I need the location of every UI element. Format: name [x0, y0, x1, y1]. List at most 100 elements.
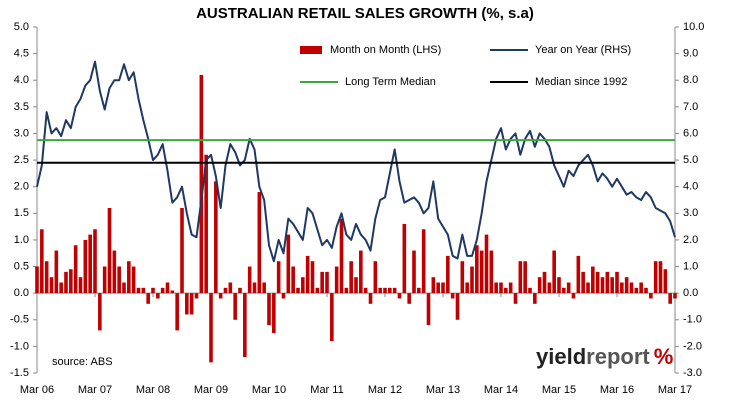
bar — [615, 271, 619, 294]
bar — [349, 261, 353, 294]
y2-tick-label: 8.0 — [683, 74, 698, 86]
legend-label: Long Term Median — [345, 76, 436, 88]
bar — [78, 277, 83, 294]
bar — [470, 266, 474, 294]
bar — [547, 282, 552, 294]
bar — [595, 271, 600, 294]
bar — [649, 293, 653, 299]
y-tick-label: 2.5 — [14, 154, 29, 166]
bar — [98, 293, 102, 331]
bar — [465, 282, 469, 294]
bar — [189, 293, 194, 315]
bar — [209, 293, 213, 363]
bar — [165, 282, 170, 294]
bar — [363, 287, 368, 294]
x-tick-label: Mar 10 — [252, 384, 286, 396]
bar — [537, 277, 542, 294]
bar — [122, 282, 126, 294]
y2-tick-label: -3.0 — [683, 367, 702, 379]
y-tick-label: -0.5 — [10, 314, 29, 326]
chart-title: AUSTRALIAN RETAIL SALES GROWTH (%, s.a) — [196, 5, 534, 22]
bar — [441, 282, 445, 294]
logo-part: report — [586, 344, 650, 369]
x-tick-label: Mar 12 — [368, 384, 402, 396]
bar — [402, 223, 407, 294]
bar — [310, 261, 315, 294]
bar — [170, 290, 175, 294]
y2-tick-label: 10.0 — [683, 21, 704, 33]
bar — [194, 293, 199, 299]
bar — [40, 229, 44, 294]
bar — [494, 282, 498, 294]
bar — [107, 207, 112, 294]
bar — [663, 269, 668, 294]
bar — [450, 293, 455, 299]
y2-tick-label: 0.0 — [683, 287, 698, 299]
bar — [281, 293, 286, 299]
x-tick-label: Mar 06 — [20, 384, 54, 396]
bar — [185, 293, 189, 315]
y2-tick-label: 9.0 — [683, 48, 698, 60]
bar — [228, 282, 233, 294]
bar — [180, 207, 184, 294]
bar — [233, 293, 237, 320]
bar — [412, 250, 416, 294]
y-tick-label: 2.0 — [14, 181, 29, 193]
x-tick-label: Mar 09 — [194, 384, 228, 396]
bar — [499, 282, 503, 294]
bar — [605, 271, 610, 294]
bar — [431, 277, 436, 294]
bar — [276, 261, 281, 294]
bar — [658, 261, 663, 294]
bar — [552, 250, 556, 294]
bar — [296, 287, 300, 294]
bar — [673, 293, 677, 299]
legend-swatch — [300, 46, 322, 54]
bar — [73, 245, 78, 294]
bar — [528, 287, 532, 294]
y-tick-label: 0.0 — [14, 287, 29, 299]
bar — [566, 282, 571, 294]
y2-tick-label: -2.0 — [683, 340, 702, 352]
bar — [523, 261, 527, 294]
logo-part: % — [654, 344, 674, 369]
bar — [620, 282, 624, 294]
bar — [334, 266, 339, 294]
logo-part: yield — [536, 344, 586, 369]
x-tick-label: Mar 15 — [542, 384, 576, 396]
legend-label: Month on Month (LHS) — [330, 44, 441, 56]
bar — [117, 266, 121, 294]
y-tick-label: 3.0 — [14, 127, 29, 139]
bar — [426, 293, 431, 326]
bar — [518, 261, 523, 294]
x-tick-label: Mar 13 — [426, 384, 460, 396]
bar — [49, 277, 54, 294]
bar — [267, 293, 271, 326]
y-tick-label: 4.0 — [14, 74, 29, 86]
bar — [600, 277, 605, 294]
x-tick-label: Mar 16 — [600, 384, 634, 396]
bar — [359, 250, 363, 294]
bar — [146, 293, 150, 304]
y-tick-label: 1.5 — [14, 207, 29, 219]
bar — [291, 266, 295, 294]
bar — [533, 293, 537, 304]
y-tick-label: 3.5 — [14, 101, 29, 113]
bar — [127, 261, 131, 294]
bar — [639, 282, 643, 294]
line — [36, 60, 676, 263]
bar — [325, 271, 329, 294]
bar — [557, 277, 561, 294]
bar — [199, 74, 204, 294]
bar — [668, 293, 672, 304]
bar — [368, 293, 373, 304]
bar — [475, 245, 479, 294]
bar — [479, 250, 484, 294]
bar — [257, 192, 262, 294]
bar — [136, 287, 141, 294]
bar — [262, 282, 266, 294]
y-tick-label: -1.0 — [10, 340, 29, 352]
bar — [243, 293, 247, 358]
bar — [112, 250, 117, 294]
